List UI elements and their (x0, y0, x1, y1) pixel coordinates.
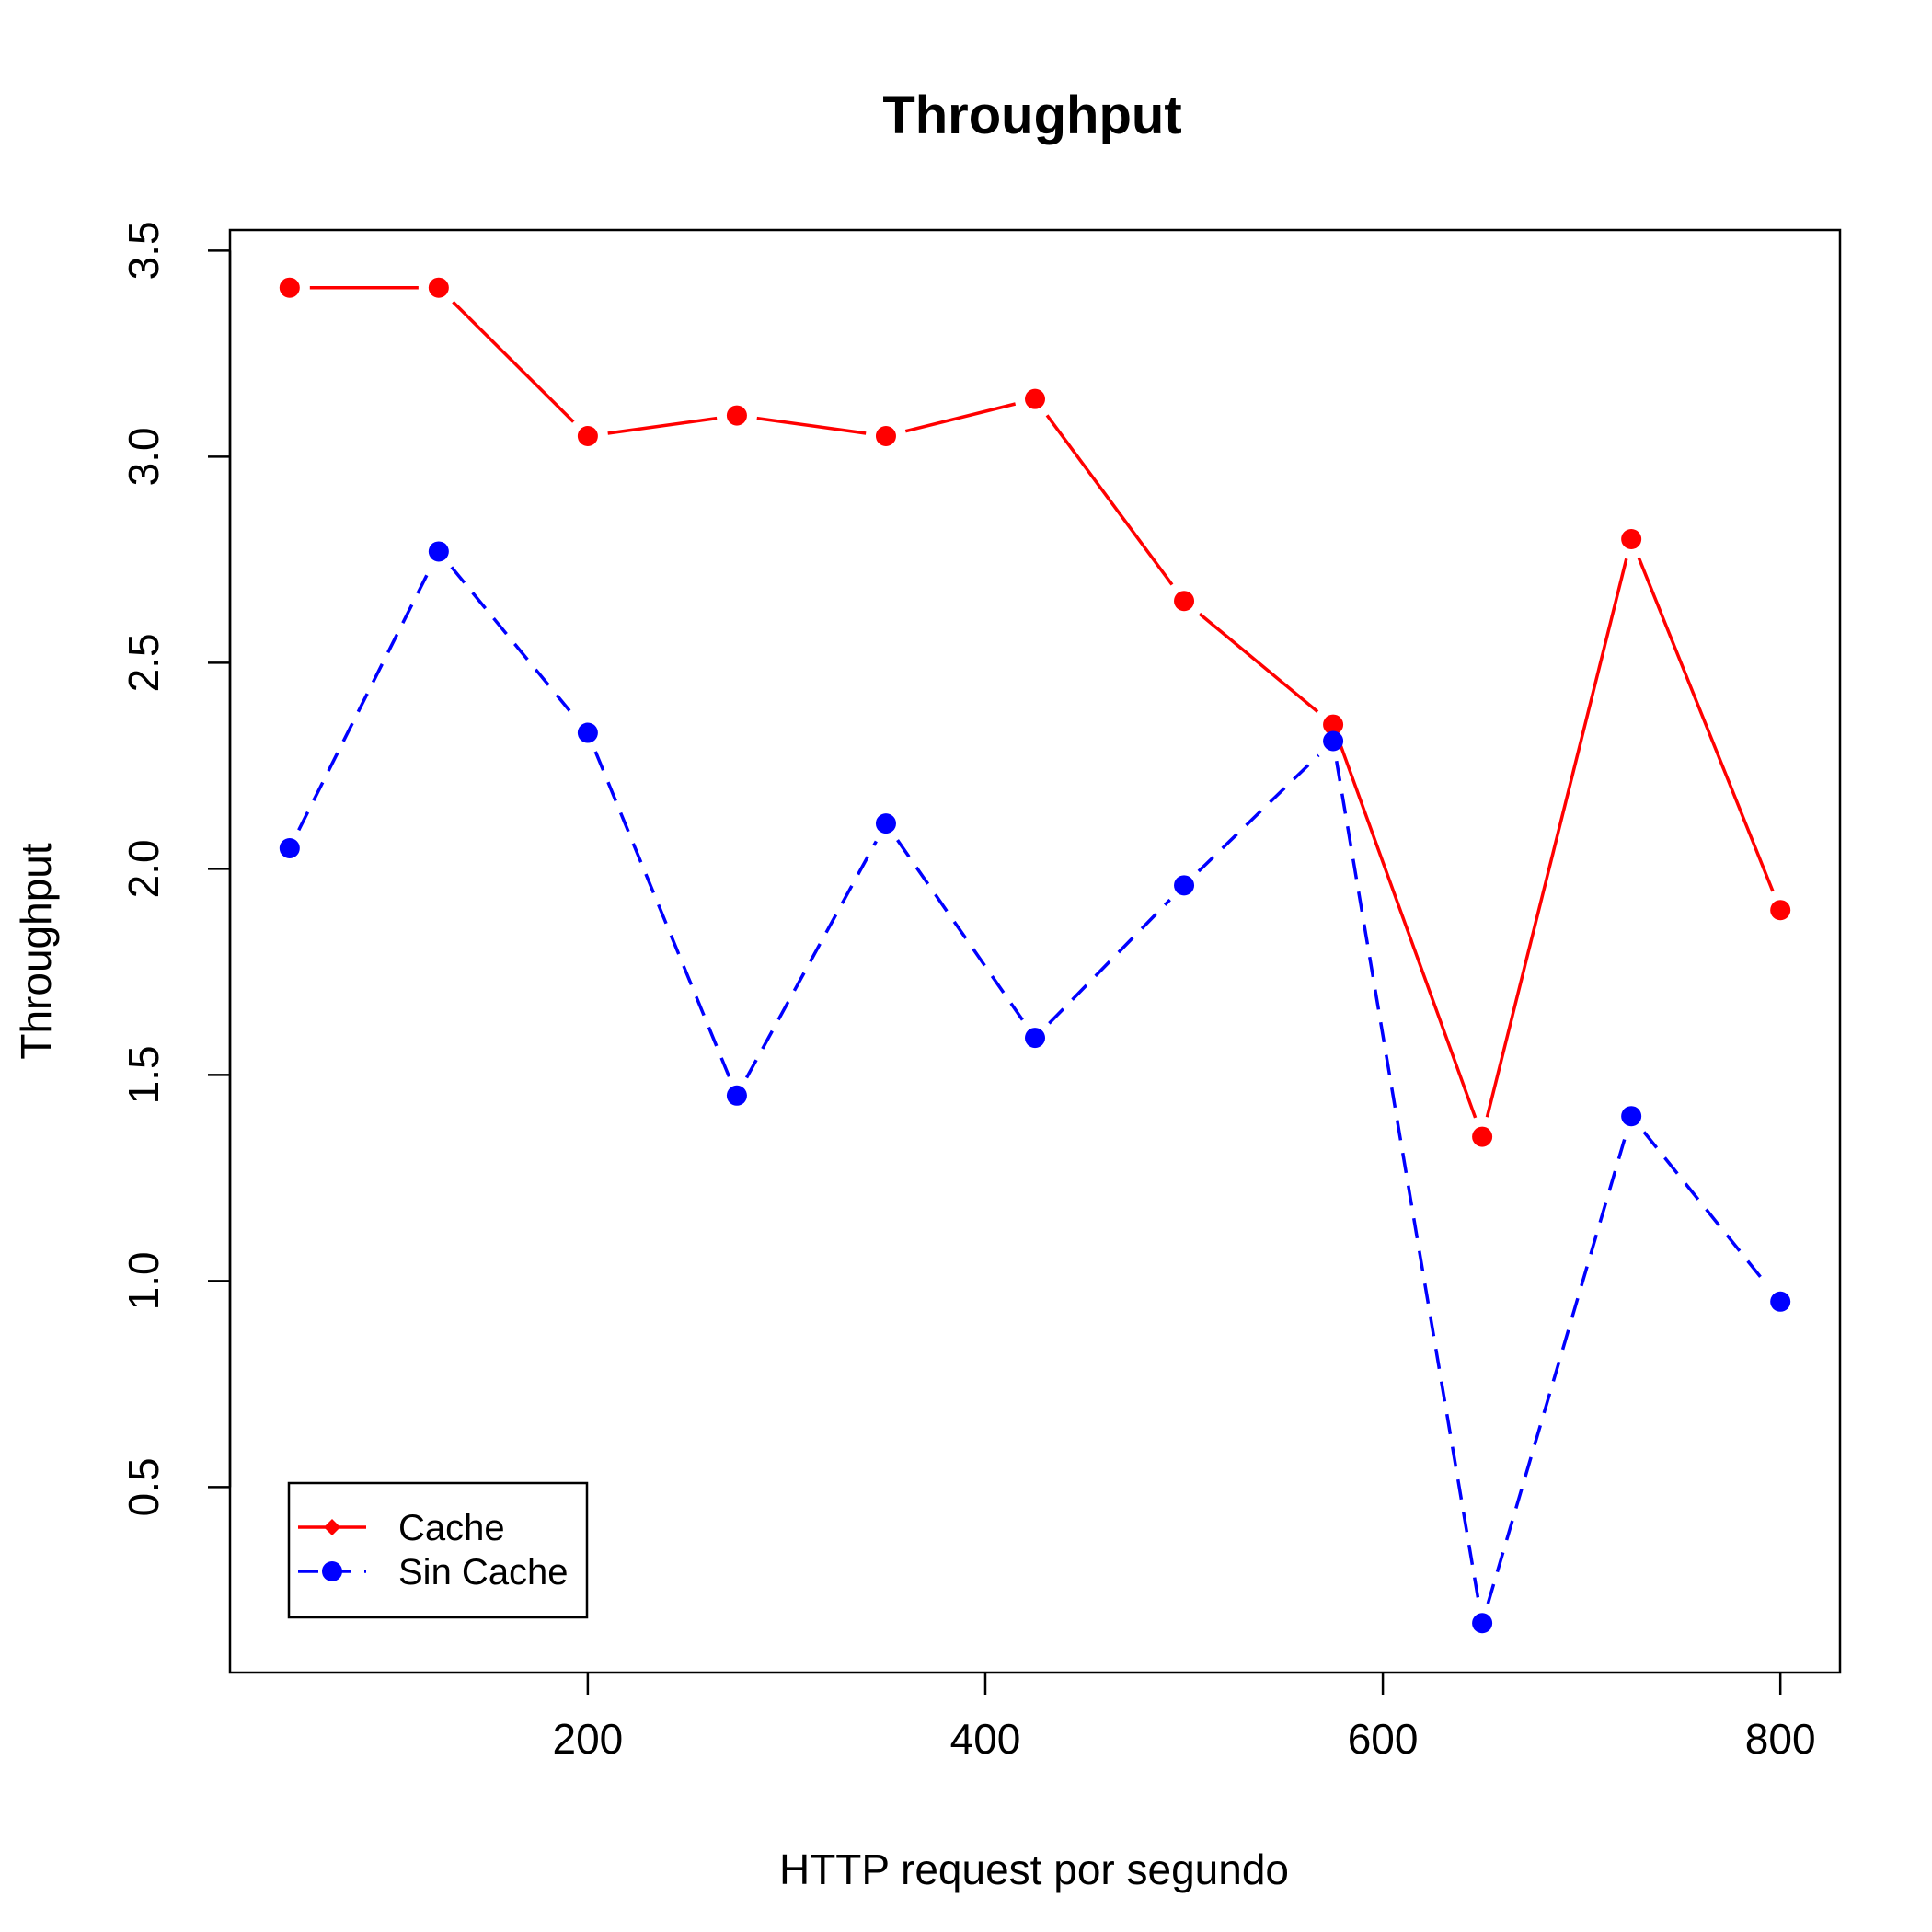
series-cache-point-200 (577, 426, 598, 446)
series-cache-point-350 (875, 426, 896, 446)
y-tick-label-2: 2.0 (120, 839, 167, 898)
series-sin-cache-segment (896, 839, 1025, 1023)
series-sin-cache-point-500 (1174, 875, 1195, 896)
series-cache-segment (756, 416, 867, 435)
series-cache-segment (1338, 742, 1478, 1119)
series-cache-segment (1045, 414, 1174, 586)
series-sin-cache-point-425 (1025, 1028, 1045, 1049)
y-axis: 0.5 1.0 1.5 2.0 2.5 3.0 3.5 (120, 221, 232, 1516)
chart-title: Throughput (882, 86, 1181, 145)
legend-label-sin-cache: Sin Cache (398, 1552, 569, 1593)
series-sin-cache-segment (1486, 1134, 1627, 1604)
series-sin-cache-point-575 (1323, 730, 1344, 752)
series-sin-cache-point-350 (875, 813, 896, 834)
x-axis: 200 400 600 800 (553, 1673, 1816, 1763)
series-sin-cache-point-800 (1770, 1291, 1791, 1312)
y-tick-label-2.5: 2.5 (120, 633, 167, 692)
series-sin-cache-point-200 (577, 722, 598, 743)
series-cache-point-800 (1770, 900, 1791, 921)
series-sin-cache-point-650 (1472, 1613, 1493, 1634)
series-cache-point-425 (1025, 388, 1045, 409)
series-cache-segment (452, 300, 575, 423)
series-cache (279, 277, 1791, 1147)
legend-box (287, 1481, 589, 1619)
series-sin-cache-segment (593, 751, 731, 1078)
x-axis-label: HTTP request por segundo (779, 1846, 1289, 1893)
series-cache-point-125 (428, 277, 449, 298)
y-tick-label-1.5: 1.5 (120, 1045, 167, 1104)
series-sin-cache-segment (450, 566, 577, 719)
series-sin-cache-point-725 (1621, 1106, 1642, 1127)
series-cache-segment (904, 402, 1017, 433)
legend-marker-cache (324, 1519, 340, 1535)
x-tick-label-600: 600 (1348, 1715, 1419, 1763)
series-sin-cache-point-275 (726, 1085, 747, 1106)
y-tick-label-0.5: 0.5 (120, 1457, 167, 1516)
series-sin-cache-segment (1642, 1131, 1769, 1287)
legend-marker-sin-cache (322, 1561, 342, 1581)
series-sin-cache-segment (1197, 753, 1320, 873)
series-layer (279, 277, 1791, 1634)
legend-label-cache: Cache (398, 1508, 505, 1548)
x-tick-label-800: 800 (1745, 1715, 1816, 1763)
series-cache-point-575 (1323, 714, 1344, 735)
series-sin-cache-segment (1335, 760, 1481, 1604)
y-tick-label-3.5: 3.5 (120, 221, 167, 280)
series-cache-segment (607, 416, 718, 435)
series-sin-cache (279, 541, 1791, 1634)
series-cache-point-650 (1472, 1126, 1493, 1147)
series-cache-point-500 (1174, 591, 1195, 612)
y-tick-label-3: 3.0 (120, 427, 167, 486)
plot-frame (228, 228, 1842, 1674)
y-tick-label-1: 1.0 (120, 1251, 167, 1310)
series-cache-point-275 (726, 405, 747, 426)
series-sin-cache-segment (1048, 898, 1171, 1025)
series-sin-cache-segment (744, 840, 878, 1079)
series-cache-point-50 (279, 277, 300, 298)
series-cache-point-725 (1621, 529, 1642, 549)
series-sin-cache-point-125 (428, 541, 449, 562)
series-cache-segment (1485, 558, 1628, 1118)
x-tick-label-200: 200 (553, 1715, 624, 1763)
y-axis-label: Throughput (12, 843, 60, 1059)
series-cache-segment (1637, 557, 1775, 892)
series-cache-segment (1198, 612, 1319, 713)
x-tick-label-400: 400 (950, 1715, 1021, 1763)
series-sin-cache-segment (297, 569, 431, 832)
series-sin-cache-point-50 (279, 838, 300, 858)
